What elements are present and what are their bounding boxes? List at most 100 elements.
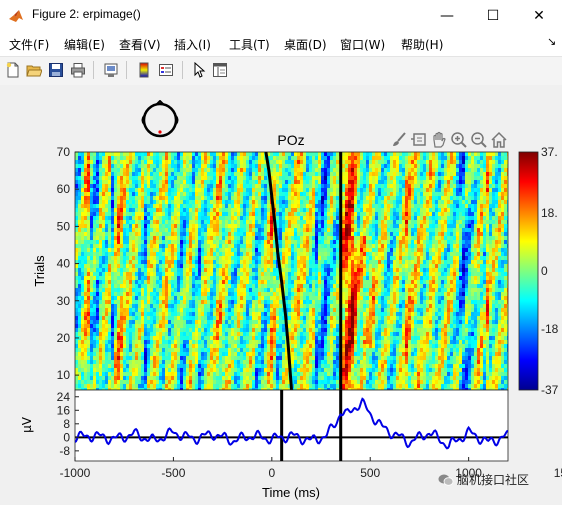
heatmap-cell — [234, 168, 238, 173]
heatmap-cell — [132, 256, 136, 261]
heatmap-cell — [408, 168, 412, 173]
dock-button[interactable]: ↘ — [547, 35, 557, 48]
menu-view[interactable]: 查看(V) — [119, 38, 161, 52]
property-inspector-icon[interactable] — [210, 60, 230, 80]
heatmap-cell — [258, 276, 262, 281]
heatmap-cell — [492, 272, 496, 277]
heatmap-cell — [267, 272, 271, 277]
zoom-in-icon[interactable] — [450, 131, 468, 149]
heatmap-cell — [186, 176, 190, 181]
heatmap-cell — [303, 236, 307, 241]
heatmap-cell — [276, 152, 280, 157]
heatmap-cell — [477, 176, 481, 181]
link-plot-icon[interactable] — [101, 60, 121, 80]
menu-desktop[interactable]: 桌面(D) — [284, 38, 327, 52]
heatmap-cell — [231, 156, 235, 161]
heatmap-cell — [414, 252, 418, 257]
heatmap-cell — [306, 188, 310, 193]
heatmap-cell — [330, 164, 334, 169]
heatmap-cell — [93, 232, 97, 237]
heatmap-cell — [465, 276, 469, 281]
heatmap-cell — [318, 224, 322, 229]
heatmap-cell — [267, 284, 271, 289]
heatmap-cell — [189, 188, 193, 193]
open-file-icon[interactable] — [24, 60, 44, 80]
heatmap-cell — [477, 216, 481, 221]
home-icon[interactable] — [490, 131, 508, 149]
heatmap-cell — [105, 164, 109, 169]
heatmap-cell — [162, 232, 166, 237]
save-icon[interactable] — [46, 60, 66, 80]
menu-tools[interactable]: 工具(T) — [229, 38, 270, 52]
heatmap-cell — [240, 252, 244, 257]
heatmap-cell — [411, 208, 415, 213]
heatmap-cell — [306, 152, 310, 157]
menu-help[interactable]: 帮助(H) — [401, 38, 444, 52]
heatmap-cell — [408, 196, 412, 201]
heatmap-cell — [348, 208, 352, 213]
heatmap-cell — [111, 248, 115, 253]
heatmap-cell — [447, 248, 451, 253]
insert-legend-icon[interactable] — [156, 60, 176, 80]
zoom-out-icon[interactable] — [470, 131, 488, 149]
heatmap-cell — [216, 216, 220, 221]
heatmap-cell — [162, 252, 166, 257]
heatmap-cell — [384, 244, 388, 249]
insert-colorbar-icon[interactable] — [134, 60, 154, 80]
heatmap-cell — [267, 152, 271, 157]
close-button[interactable]: ✕ — [533, 8, 545, 24]
menu-edit[interactable]: 编辑(E) — [64, 38, 105, 52]
heatmap-cell — [264, 236, 268, 241]
edit-plot-icon[interactable] — [189, 60, 209, 80]
heatmap-cell — [477, 208, 481, 213]
heatmap-cell — [336, 172, 340, 177]
heatmap-cell — [480, 172, 484, 177]
heatmap-cell — [243, 160, 247, 165]
heatmap-cell — [303, 152, 307, 157]
heatmap-cell — [489, 232, 493, 237]
heatmap-cell — [111, 204, 115, 209]
heatmap-cell — [504, 232, 508, 237]
pan-icon[interactable] — [430, 131, 448, 149]
heatmap-cell — [285, 284, 289, 289]
heatmap-cell — [279, 208, 283, 213]
menu-insert[interactable]: 插入(I) — [174, 38, 211, 52]
heatmap-cell — [150, 156, 154, 161]
brush-icon[interactable] — [390, 131, 408, 149]
heatmap-cell — [255, 220, 259, 225]
heatmap-cell — [432, 176, 436, 181]
heatmap-cell — [360, 204, 364, 209]
maximize-button[interactable]: ☐ — [486, 8, 500, 24]
heatmap-cell — [444, 236, 448, 241]
heatmap-cell — [360, 196, 364, 201]
heatmap-cell — [111, 184, 115, 189]
heatmap-cell — [168, 256, 172, 261]
heatmap-cell — [402, 216, 406, 221]
print-icon[interactable] — [68, 60, 88, 80]
menu-window[interactable]: 窗口(W) — [340, 38, 386, 52]
heatmap-cell — [381, 248, 385, 253]
heatmap-cell — [399, 200, 403, 205]
heatmap-cell — [402, 184, 406, 189]
menu-file[interactable]: 文件(F) — [9, 38, 50, 52]
heatmap-cell — [183, 248, 187, 253]
heatmap-cell — [351, 168, 355, 173]
heatmap-cell — [351, 188, 355, 193]
heatmap-cell — [429, 156, 433, 161]
heatmap-cell — [378, 276, 382, 281]
data-tips-icon[interactable] — [410, 131, 428, 149]
heatmap-cell — [507, 212, 508, 217]
new-figure-icon[interactable] — [3, 60, 23, 80]
heatmap-cell — [222, 160, 226, 165]
heatmap-cell — [168, 208, 172, 213]
heatmap-cell — [246, 276, 250, 281]
heatmap-cell — [237, 276, 241, 281]
heatmap-cell — [450, 168, 454, 173]
minimize-button[interactable]: — — [440, 8, 454, 24]
heatmap-cell — [351, 260, 355, 265]
heatmap-cell — [123, 208, 127, 213]
heatmap-cell — [411, 252, 415, 257]
heatmap-cell — [183, 184, 187, 189]
heatmap-cell — [216, 224, 220, 229]
heatmap-cell — [144, 200, 148, 205]
